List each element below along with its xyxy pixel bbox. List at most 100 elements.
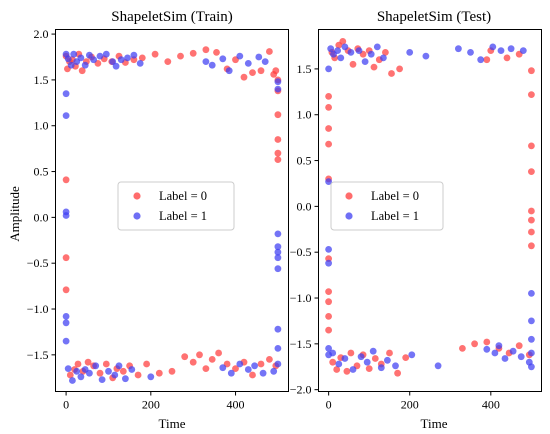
train-points <box>62 46 282 384</box>
test-point-label1 <box>347 49 355 56</box>
train-point-label0 <box>240 73 248 81</box>
train-point-label0 <box>249 69 256 76</box>
test-point-label0 <box>325 125 332 132</box>
train-ticks: 0 200 400 2.0 1.5 1.0 0.5 0.0 −0.5 −1.0 −1.5 <box>27 27 245 411</box>
test-legend-label0: Label = 0 <box>371 189 419 203</box>
train-point-label0 <box>189 49 197 57</box>
train-point-label1 <box>77 373 85 381</box>
test-point-label1 <box>357 353 365 361</box>
train-point-label0 <box>266 48 273 55</box>
train-point-label1 <box>225 67 233 75</box>
test-point-label1 <box>325 178 332 186</box>
test-point-label0 <box>329 358 337 366</box>
test-point-label1 <box>325 65 332 73</box>
train-point-label1 <box>219 364 227 372</box>
test-point-label0 <box>371 355 379 362</box>
train-ylabel: Amplitude <box>7 186 22 242</box>
train-point-label1 <box>274 243 282 251</box>
train-point-label0 <box>134 371 142 379</box>
test-point-label1 <box>519 47 527 54</box>
test-point-label0 <box>396 65 403 73</box>
test-point-label1 <box>501 355 509 362</box>
test-point-label1 <box>329 349 337 357</box>
train-xtick-label: 0 <box>63 398 69 412</box>
test-point-label0 <box>483 338 491 346</box>
train-point-label1 <box>69 377 76 384</box>
test-point-label0 <box>325 140 332 148</box>
train-point-label1 <box>130 51 138 59</box>
train-point-label1 <box>274 325 282 333</box>
test-point-label0 <box>339 38 347 45</box>
train-axes-frame <box>55 29 289 392</box>
train-point-label1 <box>259 369 267 377</box>
test-point-label1 <box>517 353 525 361</box>
test-ytick-label: −2.0 <box>290 383 312 397</box>
test-point-label1 <box>477 56 485 64</box>
train-point-label1 <box>255 53 263 61</box>
train-point-label0 <box>215 349 223 357</box>
train-point-label1 <box>77 54 85 62</box>
test-point-label0 <box>388 70 395 77</box>
train-point-label0 <box>274 136 282 143</box>
train-ytick-label: 0.0 <box>34 210 49 224</box>
train-ytick-label: −0.5 <box>27 256 49 270</box>
train-point-label1 <box>81 61 89 69</box>
test-point-label0 <box>528 142 535 150</box>
train-point-label1 <box>274 85 282 93</box>
test-axes-frame <box>318 29 542 392</box>
train-point-label0 <box>196 351 203 359</box>
train-point-label1 <box>274 345 282 352</box>
test-point-label0 <box>394 369 401 377</box>
test-point-label1 <box>434 362 442 370</box>
train-point-label1 <box>73 367 81 375</box>
test-point-label0 <box>325 104 332 111</box>
test-point-label1 <box>355 47 363 54</box>
test-point-label1 <box>491 349 499 357</box>
train-point-label1 <box>236 52 244 60</box>
train-point-label1 <box>251 362 258 370</box>
train-point-label1 <box>111 371 119 379</box>
train-point-label0 <box>177 52 184 60</box>
test-point-label1 <box>495 342 503 350</box>
train-point-label1 <box>274 254 282 262</box>
train-point-label1 <box>219 55 227 63</box>
test-point-label0 <box>528 67 535 75</box>
test-ytick-label: 0.5 <box>297 154 312 168</box>
test-point-label0 <box>349 60 357 68</box>
test-point-label1 <box>528 290 535 297</box>
train-legend-label0: Label = 0 <box>159 189 207 203</box>
train-point-label1 <box>117 56 125 64</box>
train-point-label0 <box>274 149 282 157</box>
test-xtick-label: 400 <box>482 398 500 412</box>
train-point-label1 <box>62 112 70 119</box>
train-ytick-label: 0.5 <box>34 165 49 179</box>
test-point-label1 <box>406 49 414 56</box>
train-point-label1 <box>122 375 129 383</box>
train-point-label0 <box>62 286 70 294</box>
test-title: ShapeletSim (Test) <box>377 9 491 25</box>
test-point-label0 <box>459 345 466 352</box>
train-point-label0 <box>181 353 189 361</box>
test-point-label1 <box>334 47 341 54</box>
test-point-label1 <box>363 358 371 366</box>
train-point-label0 <box>202 46 210 54</box>
train-point-label0 <box>266 356 273 363</box>
test-point-label1 <box>422 52 430 60</box>
train-point-label0 <box>274 111 282 119</box>
train-legend-marker-label0 <box>133 192 141 200</box>
train-ytick-label: 1.0 <box>34 119 49 133</box>
test-point-label0 <box>386 349 393 357</box>
train-point-label0 <box>143 360 151 368</box>
test-point-label0 <box>471 340 478 348</box>
train-point-label0 <box>151 50 159 58</box>
train-legend-box <box>117 181 235 231</box>
test-point-label1 <box>489 43 497 51</box>
train-point-label0 <box>119 367 127 375</box>
test-ytick-label: 0.0 <box>297 199 312 213</box>
train-point-label0 <box>202 365 210 372</box>
test-point-label1 <box>337 54 345 62</box>
test-point-label0 <box>528 216 535 224</box>
test-panel: ShapeletSim (Test) Time 0 200 400 1.5 1.0 0.5… <box>290 9 542 431</box>
train-point-label1 <box>62 313 70 320</box>
test-point-label1 <box>392 362 399 370</box>
